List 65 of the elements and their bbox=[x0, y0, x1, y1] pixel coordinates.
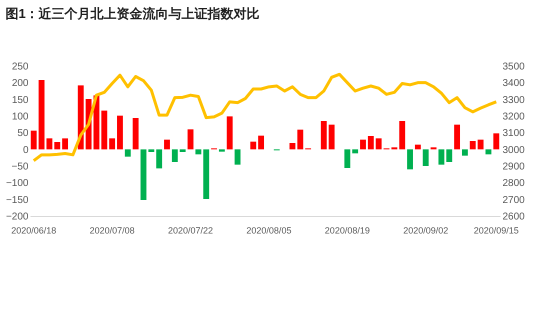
bar bbox=[438, 149, 444, 165]
y2-tick-label: 3500 bbox=[502, 62, 526, 72]
y2-tick-label: 3300 bbox=[502, 94, 526, 106]
x-tick-label: 2020/09/15 bbox=[474, 226, 519, 236]
y-tick-label: −200 bbox=[6, 212, 29, 222]
bar bbox=[290, 143, 296, 150]
bar bbox=[234, 149, 240, 165]
x-tick-label: 2020/07/22 bbox=[168, 226, 214, 236]
x-tick-label: 2020/08/05 bbox=[246, 226, 292, 236]
y-tick-label: 250 bbox=[12, 62, 29, 72]
line-series bbox=[32, 72, 498, 162]
y2-tick-label: 3100 bbox=[502, 128, 526, 140]
bar bbox=[30, 130, 37, 150]
bar bbox=[124, 149, 131, 157]
chart-title: 图1：近三个月北上资金流向与上证指数对比 bbox=[5, 6, 260, 21]
x-tick-label: 2020/09/02 bbox=[403, 226, 448, 236]
bar bbox=[250, 142, 256, 150]
bar bbox=[407, 149, 413, 170]
bar bbox=[399, 121, 406, 150]
x-tick-label: 2020/08/19 bbox=[324, 226, 370, 236]
bar bbox=[297, 130, 304, 150]
bar bbox=[360, 140, 366, 150]
bar bbox=[62, 138, 68, 150]
bar bbox=[54, 142, 60, 150]
bar bbox=[117, 116, 123, 150]
bar bbox=[195, 149, 202, 154]
y2-tick-label: 3200 bbox=[502, 112, 526, 122]
y-tick-label: −150 bbox=[6, 194, 29, 206]
y-tick-label: 200 bbox=[12, 78, 29, 90]
bar bbox=[478, 140, 484, 150]
bar bbox=[320, 121, 327, 150]
bar bbox=[203, 149, 210, 199]
y-tick-label: 50 bbox=[17, 128, 29, 140]
bar bbox=[258, 136, 264, 150]
bar bbox=[46, 138, 52, 150]
bar bbox=[164, 140, 170, 150]
y2-tick-label: 2800 bbox=[502, 178, 526, 190]
y2-tick-label: 2700 bbox=[502, 194, 526, 206]
y-tick-label: −50 bbox=[12, 162, 29, 172]
bar bbox=[38, 80, 45, 150]
y2-tick-label: 3000 bbox=[502, 144, 526, 156]
bar bbox=[140, 149, 146, 200]
bar bbox=[454, 124, 460, 150]
bar bbox=[109, 138, 116, 150]
bar bbox=[188, 129, 194, 150]
y-tick-label: −100 bbox=[6, 178, 29, 190]
bar bbox=[485, 149, 492, 154]
y2-tick-label: 3400 bbox=[502, 78, 526, 90]
bar bbox=[493, 133, 500, 150]
bar bbox=[470, 141, 476, 150]
bar bbox=[446, 149, 452, 162]
x-tick-label: 2020/06/18 bbox=[11, 226, 56, 236]
bar bbox=[414, 144, 421, 150]
bar bbox=[226, 116, 233, 150]
x-tick-label: 2020/07/08 bbox=[90, 226, 135, 236]
y2-tick-label: 2600 bbox=[502, 212, 526, 222]
bar bbox=[328, 124, 335, 150]
bar bbox=[101, 110, 108, 150]
y-tick-label: 0 bbox=[22, 144, 29, 156]
y2-tick-label: 2900 bbox=[502, 162, 526, 172]
bar bbox=[422, 149, 429, 166]
bar bbox=[132, 118, 139, 150]
bar bbox=[462, 149, 468, 156]
y-tick-label: 100 bbox=[12, 112, 29, 122]
y-tick-label: 150 bbox=[12, 94, 29, 106]
